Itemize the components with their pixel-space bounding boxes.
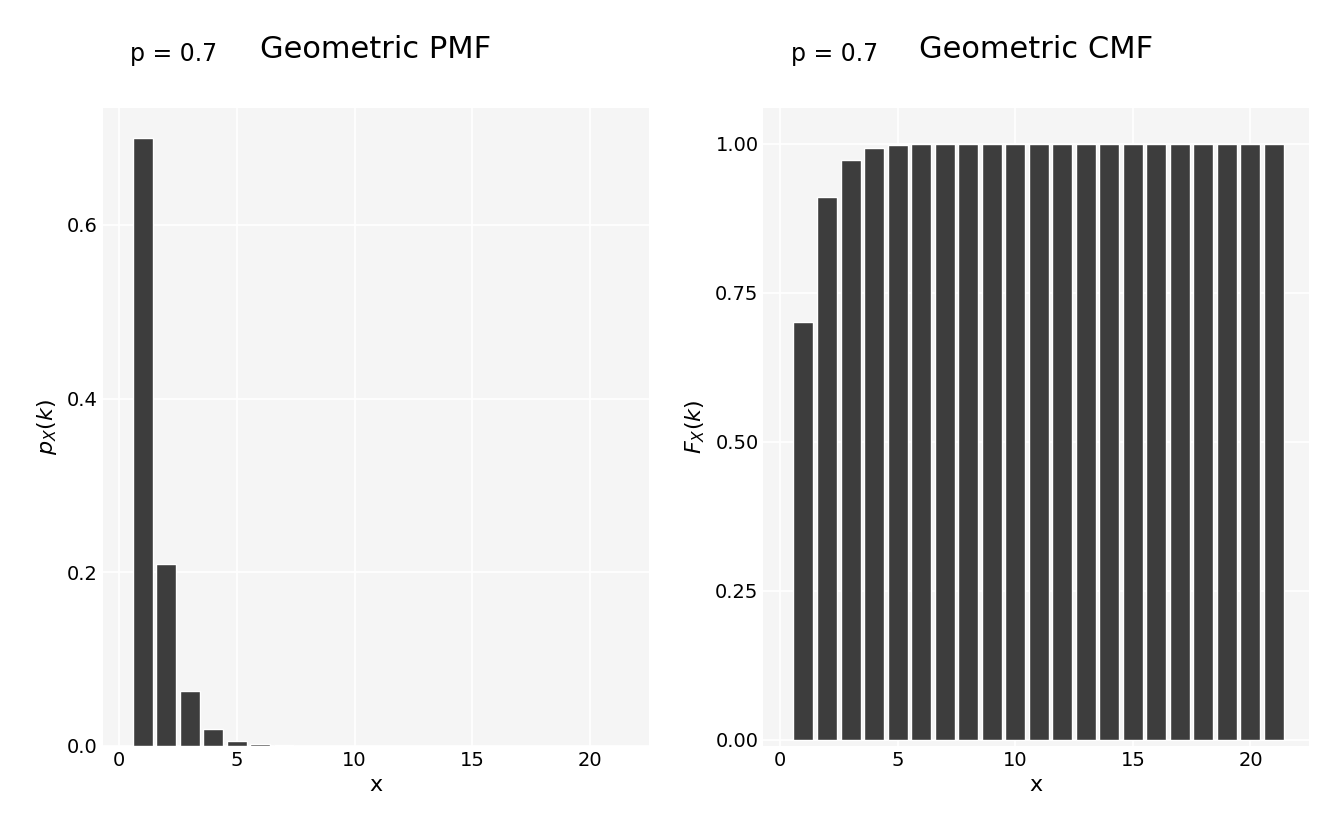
Bar [1193, 144, 1214, 740]
Bar [180, 691, 200, 746]
Bar [911, 144, 931, 740]
Bar [1005, 144, 1025, 740]
Bar [1075, 144, 1095, 740]
X-axis label: x: x [1030, 775, 1043, 795]
Bar [864, 149, 884, 740]
Bar [958, 144, 978, 740]
Bar [793, 322, 813, 740]
Bar [981, 144, 1001, 740]
Bar [250, 745, 270, 746]
X-axis label: x: x [370, 775, 382, 795]
Title: Geometric PMF: Geometric PMF [261, 35, 492, 64]
Bar [1099, 144, 1120, 740]
Bar [840, 159, 860, 740]
Bar [1263, 144, 1284, 740]
Bar [817, 198, 837, 740]
Bar [887, 145, 907, 740]
Bar [227, 741, 247, 746]
Bar [1146, 144, 1167, 740]
Y-axis label: $p_X(k)$: $p_X(k)$ [35, 399, 59, 455]
Text: p = 0.7: p = 0.7 [790, 42, 878, 66]
Bar [1122, 144, 1142, 740]
Bar [156, 564, 176, 746]
Bar [1216, 144, 1236, 740]
Title: Geometric CMF: Geometric CMF [919, 35, 1153, 64]
Bar [934, 144, 954, 740]
Bar [1052, 144, 1073, 740]
Bar [1169, 144, 1189, 740]
Bar [203, 730, 223, 746]
Y-axis label: $F_X(k)$: $F_X(k)$ [683, 399, 707, 454]
Bar [1241, 144, 1261, 740]
Text: p = 0.7: p = 0.7 [130, 42, 218, 66]
Bar [133, 138, 153, 746]
Bar [1028, 144, 1048, 740]
